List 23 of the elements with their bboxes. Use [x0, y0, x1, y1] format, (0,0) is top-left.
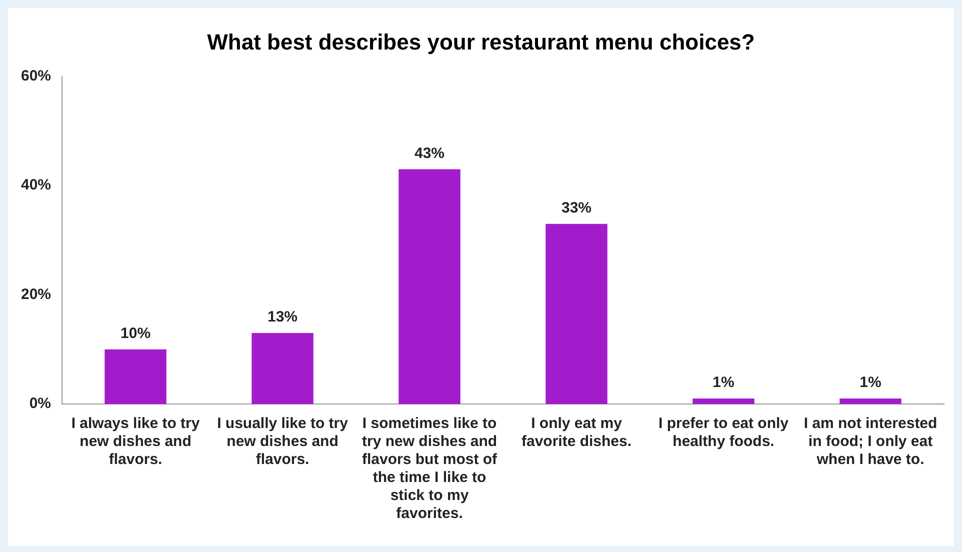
- bar: [104, 349, 166, 404]
- data-label: 43%: [414, 144, 445, 162]
- chart-title: What best describes your restaurant menu choices?: [207, 29, 755, 54]
- bar: [398, 169, 460, 404]
- bar: [840, 398, 902, 404]
- data-label: 10%: [120, 325, 151, 342]
- data-label: 1%: [860, 374, 882, 392]
- x-tick-label: I sometimes like to try new dishes and flavors but most of the time I like to stick to my favorites.: [362, 415, 498, 522]
- x-tick-label: I always like to try new dishes and flavors.: [71, 415, 200, 468]
- data-label: 13%: [268, 308, 298, 326]
- y-tick-label: 20%: [20, 286, 52, 303]
- bar: [692, 398, 754, 404]
- x-tick-label: I usually like to try new dishes and flavors.: [217, 415, 349, 468]
- bar: [546, 224, 608, 404]
- data-label: 1%: [712, 374, 734, 392]
- y-tick-label: 40%: [20, 176, 52, 194]
- y-tick-label: 0%: [29, 395, 52, 412]
- bar: [252, 333, 314, 404]
- x-tick-label: I am not interested in food; I only eat when I have to.: [804, 415, 938, 468]
- x-tick-label: I prefer to eat only healthy foods.: [658, 415, 790, 450]
- data-label: 33%: [561, 199, 592, 216]
- x-tick-label: I only eat my favorite dishes.: [521, 415, 632, 450]
- y-tick-label: 60%: [20, 68, 52, 85]
